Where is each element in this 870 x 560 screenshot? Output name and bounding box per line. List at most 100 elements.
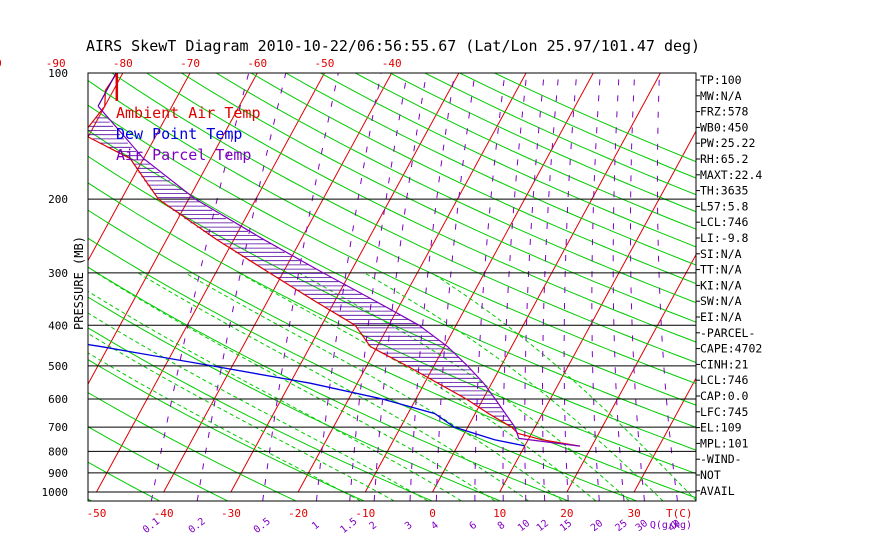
moist-adiabat-line — [88, 352, 361, 501]
isotherm-line — [88, 73, 191, 262]
top-temp-tick-label: -100 — [0, 57, 2, 70]
mixing-ratio-label: 2 — [368, 520, 380, 532]
mixing-ratio-label: 0.5 — [252, 516, 273, 536]
mixing-ratio-label: 8 — [496, 520, 508, 532]
stability-index: FRZ:578 — [700, 105, 749, 119]
stability-index: L57:5.8 — [700, 199, 749, 213]
mixing-ratio-line — [656, 73, 678, 501]
dry-adiabat-line — [88, 155, 696, 451]
moist-adiabat-line — [238, 272, 597, 501]
bottom-axis-unit-label: T(C) — [666, 507, 693, 520]
moist-adiabat-line — [137, 272, 529, 501]
stability-index: NOT — [700, 468, 721, 482]
stability-index: PW:25.22 — [700, 136, 755, 150]
mixing-ratio-line — [474, 73, 506, 501]
pressure-tick-label: 100 — [48, 67, 68, 80]
moist-adiabat-line — [88, 290, 462, 501]
mixing-ratio-label: 25 — [613, 518, 629, 534]
dry-adiabat-line — [88, 392, 296, 501]
isotherm-line — [364, 73, 594, 493]
stability-index: KI:N/A — [700, 278, 742, 292]
dry-adiabat-line — [320, 73, 696, 248]
mixing-ratio-line — [373, 73, 427, 501]
stability-index: CAP:0.0 — [700, 389, 749, 403]
stability-index: LFC:745 — [700, 405, 748, 419]
dry-adiabat-line — [494, 73, 696, 163]
moist-adiabat-line — [185, 272, 563, 501]
top-temp-tick-label: -90 — [46, 57, 66, 70]
parcel-top-segment — [97, 73, 117, 107]
isotherm-line — [297, 73, 527, 493]
isotherm-line — [432, 73, 661, 493]
dry-adiabat-lines — [88, 73, 696, 501]
pressure-tick-label: 500 — [48, 360, 68, 373]
bottom-temp-tick-label: -50 — [87, 507, 107, 520]
top-temp-tick-label: -70 — [180, 57, 200, 70]
series-line-ambient-air-temp — [88, 74, 580, 447]
mixing-ratio-label: 0.2 — [187, 516, 208, 536]
top-temp-tick-label: -40 — [382, 57, 402, 70]
stability-index: AVAIL — [700, 484, 735, 498]
isotherm-line — [769, 73, 870, 492]
stability-index: CAPE:4702 — [700, 342, 762, 356]
pressure-tick-label: 300 — [48, 267, 68, 280]
plot-frame — [87, 72, 697, 502]
dry-adiabat-line — [88, 209, 696, 499]
series-line-dew-point-temp — [88, 343, 525, 447]
stability-index: CINH:21 — [700, 357, 749, 371]
isotherm-line — [163, 73, 393, 493]
bottom-temp-tick-label: -40 — [154, 507, 174, 520]
stability-index: TT:N/A — [700, 263, 742, 277]
pressure-tick-label: 700 — [48, 421, 68, 434]
stability-index: WB0:450 — [700, 120, 749, 134]
dry-adiabat-line — [181, 73, 696, 323]
dry-adiabat-line — [88, 79, 696, 385]
mixing-ratio-label: 1 — [310, 520, 322, 532]
top-temp-tick-label: -50 — [315, 57, 335, 70]
isotherm-line — [230, 73, 460, 493]
mixing-ratio-label: 12 — [535, 518, 551, 534]
mixing-ratio-line — [150, 73, 250, 501]
isotherm-lines — [88, 73, 870, 493]
pressure-tick-label: 200 — [48, 193, 68, 206]
moist-adiabat-line — [96, 272, 496, 501]
bottom-temp-tick-label: -20 — [288, 507, 308, 520]
dry-adiabat-line — [355, 73, 696, 230]
mixing-ratio-line — [502, 73, 528, 501]
cape-hatching — [88, 117, 516, 430]
stability-index: LCL:746 — [700, 215, 749, 229]
mixing-ratio-label: 6 — [468, 520, 480, 532]
mixing-ratio-label: 30 — [634, 518, 650, 534]
mixing-ratio-label: 10 — [516, 518, 532, 534]
isotherm-line — [88, 73, 258, 386]
dry-adiabat-line — [88, 327, 433, 501]
stability-index: -PARCEL- — [700, 326, 755, 340]
moist-adiabat-line — [431, 272, 696, 501]
mixing-ratio-label: 3 — [403, 520, 415, 532]
dry-adiabat-line — [88, 129, 696, 428]
stability-index: -WIND- — [700, 452, 742, 466]
top-temp-tick-label: -80 — [113, 57, 133, 70]
mixing-ratio-label: 4 — [429, 520, 441, 532]
isotherm-line — [566, 253, 696, 493]
legend-entry: Air Parcel Temp — [116, 146, 251, 164]
mixing-ratio-label: 15 — [558, 518, 574, 534]
stability-index: TH:3635 — [700, 184, 748, 198]
dry-adiabat-line — [88, 266, 569, 501]
series-line-air-parcel-temp — [97, 105, 580, 447]
pressure-tick-labels: 100 200 300 400 500 600 700 800 900 1000 — [42, 67, 69, 499]
mixing-ratio-line — [409, 73, 455, 501]
stability-index: EI:N/A — [700, 310, 742, 324]
bottom-temp-tick-label: -30 — [221, 507, 241, 520]
stability-index: EL:109 — [700, 421, 742, 435]
pressure-tick-label: 900 — [48, 467, 68, 480]
mixing-ratio-line — [435, 73, 476, 501]
mixing-ratio-line — [524, 73, 545, 501]
pressure-tick-label: 400 — [48, 319, 68, 332]
isotherm-line — [633, 377, 696, 493]
dry-adiabat-line — [250, 73, 696, 285]
bottom-temp-tick-labels: -50 -40 -30 -20 -10 0 10 20 30 T(C) — [87, 507, 693, 520]
dry-adiabat-line — [88, 426, 228, 501]
